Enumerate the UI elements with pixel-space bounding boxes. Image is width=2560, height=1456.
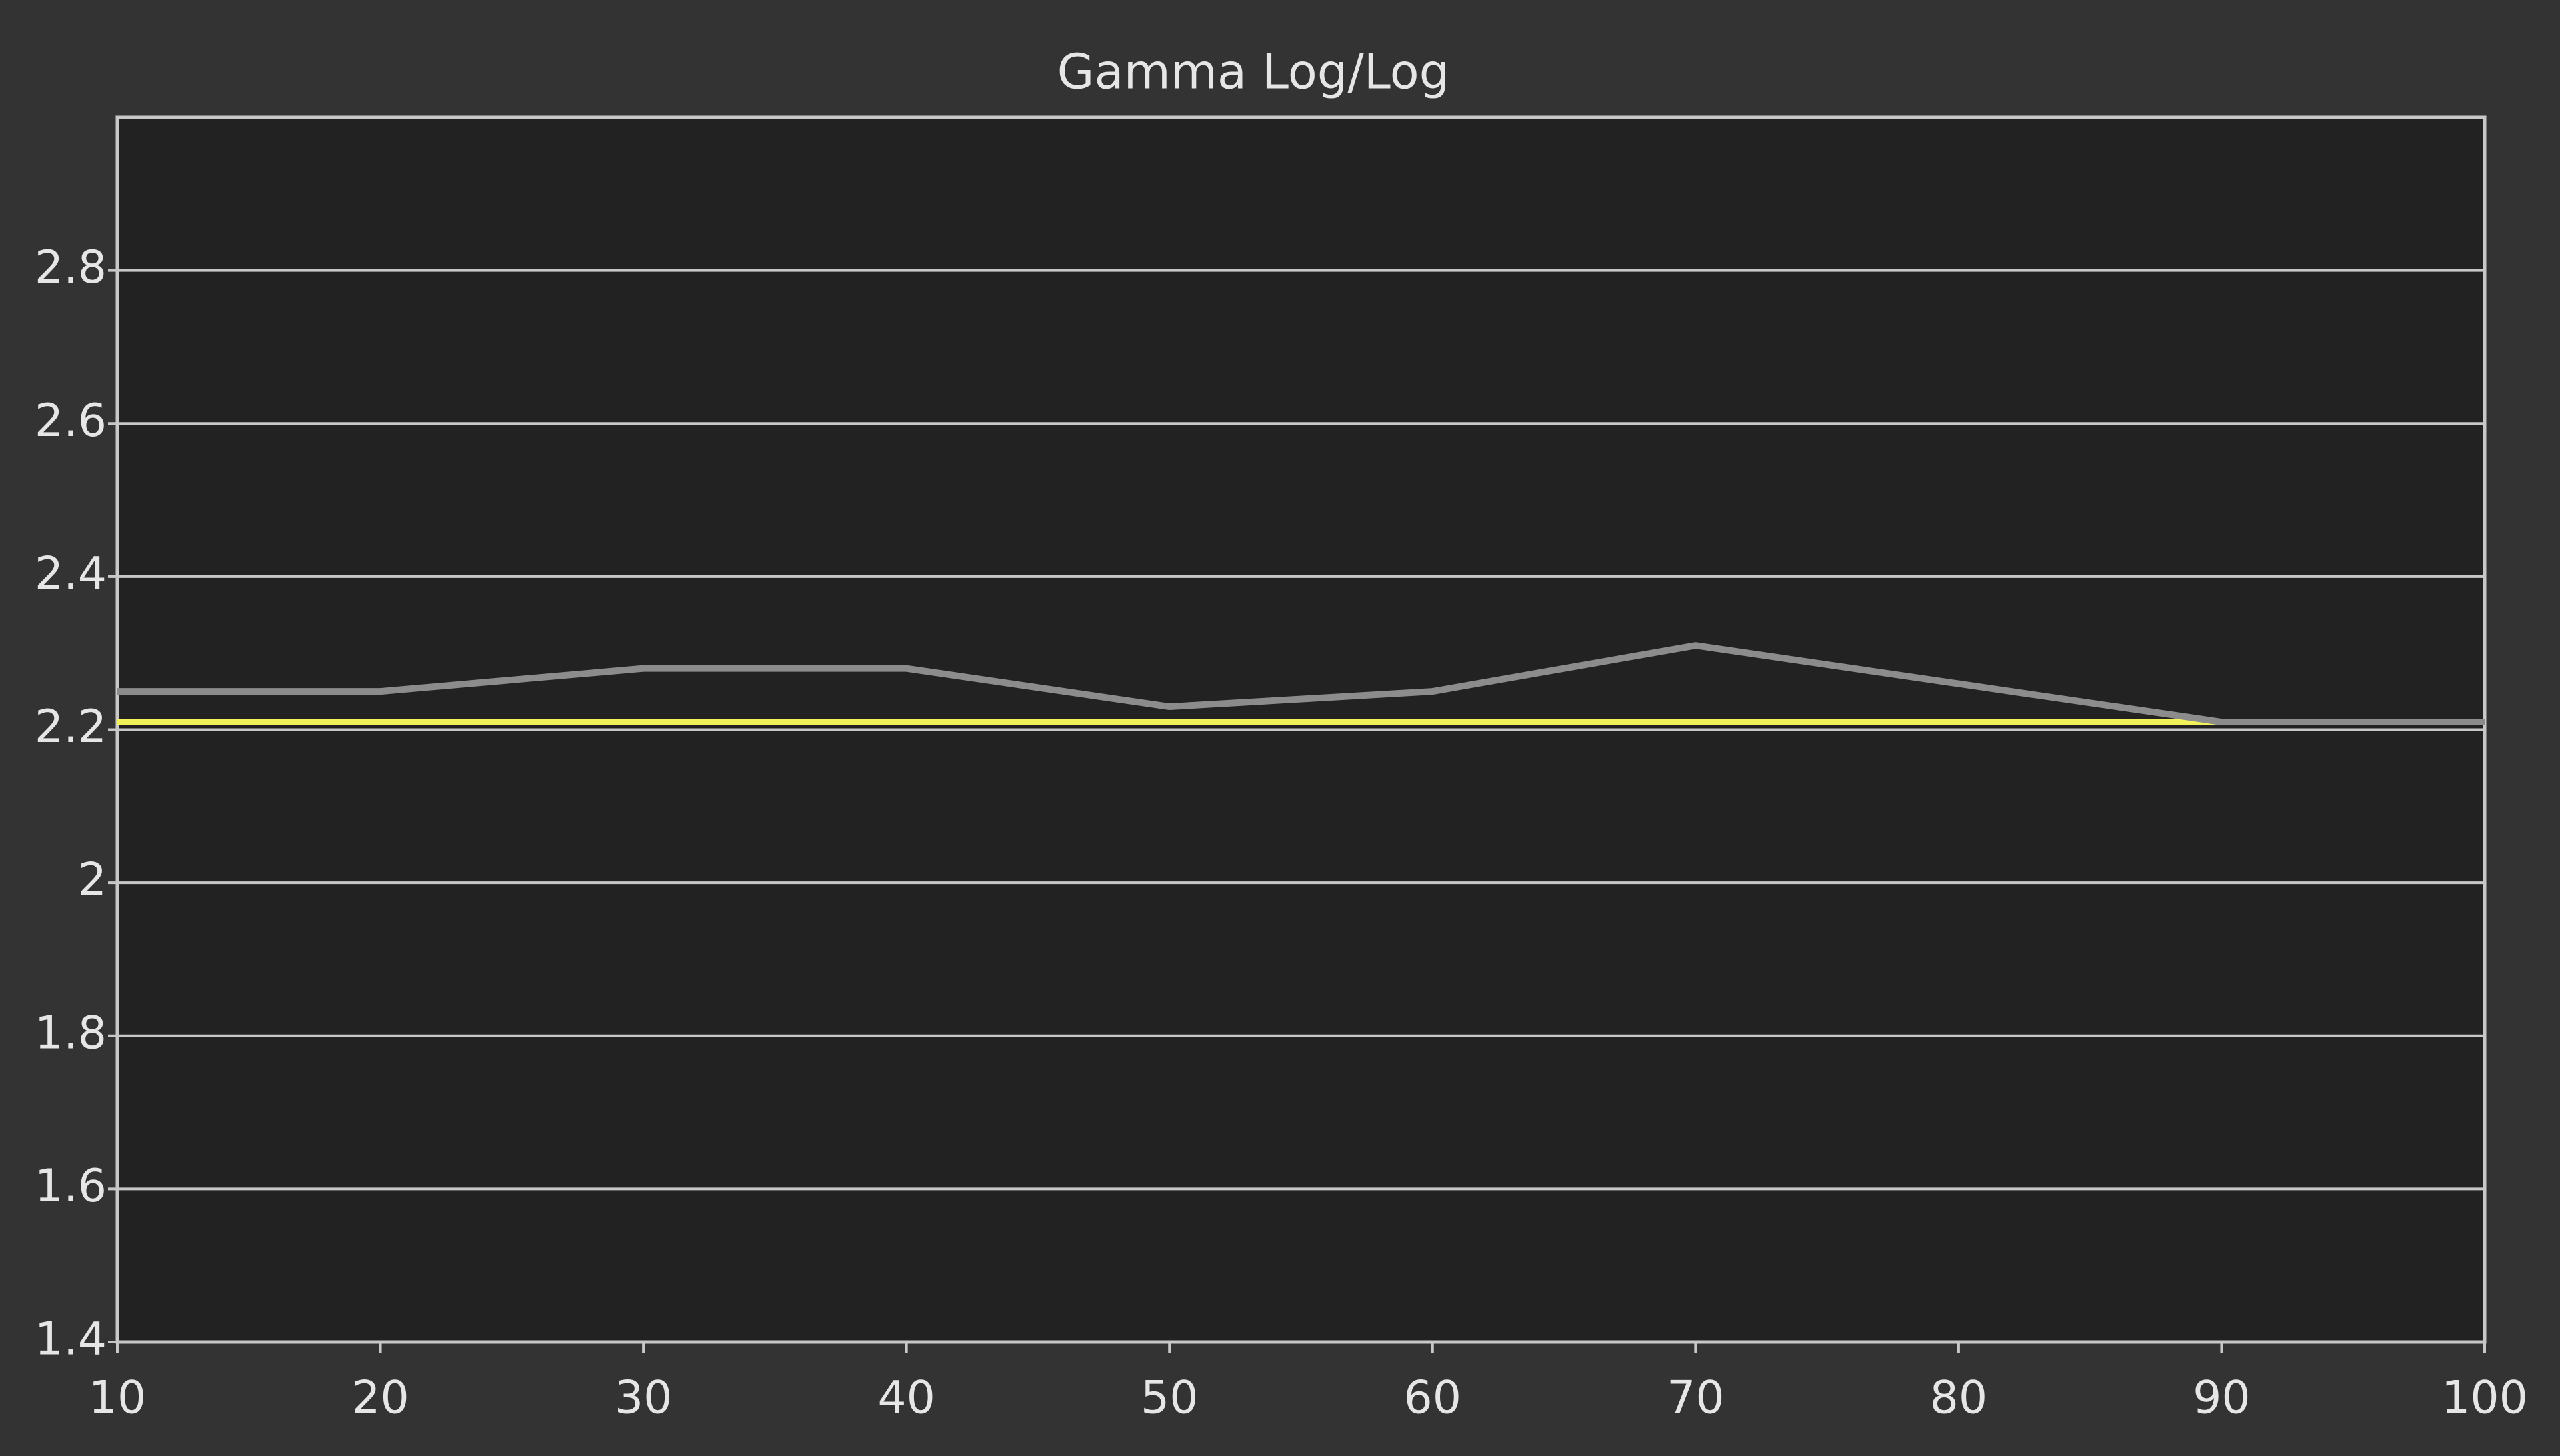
x-tick-label: 50 [1141, 1372, 1199, 1425]
y-tick-label: 2.8 [35, 241, 107, 294]
y-tick-label: 2.2 [35, 701, 107, 753]
data-line [117, 642, 2485, 726]
x-tick-label: 30 [615, 1372, 673, 1425]
x-tick-label: 60 [1404, 1372, 1462, 1425]
x-tick-label: 80 [1930, 1372, 1988, 1425]
x-tick-label: 100 [2441, 1372, 2528, 1425]
y-tick-label: 1.6 [35, 1160, 107, 1213]
x-tick-label: 10 [89, 1372, 147, 1425]
x-tick-label: 40 [877, 1372, 935, 1425]
plot-border [115, 115, 2487, 1344]
y-tick-label: 1.4 [35, 1313, 107, 1366]
x-tick-label: 20 [351, 1372, 409, 1425]
x-tick-label: 70 [1667, 1372, 1725, 1425]
y-tick-label: 2.4 [35, 547, 107, 600]
y-tick-label: 2.6 [35, 395, 107, 447]
x-tick-label: 90 [2193, 1372, 2251, 1425]
y-tick-label: 2 [78, 854, 107, 907]
y-tick-label: 1.8 [35, 1007, 107, 1059]
chart-title: Gamma Log/Log [1057, 44, 1450, 100]
